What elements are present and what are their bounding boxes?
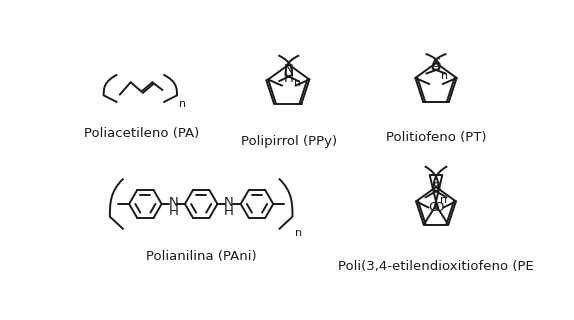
Text: S: S (432, 57, 440, 69)
Text: S: S (432, 180, 440, 194)
Text: H: H (168, 205, 178, 218)
Text: N: N (168, 196, 178, 209)
Text: n: n (294, 78, 301, 88)
Text: H: H (284, 72, 294, 85)
Text: Poliacetileno (PA): Poliacetileno (PA) (84, 127, 199, 140)
Text: H: H (224, 205, 234, 218)
Text: N: N (284, 63, 294, 76)
Text: Politiofeno (PT): Politiofeno (PT) (386, 131, 486, 144)
Text: O: O (433, 201, 444, 214)
Text: n: n (441, 71, 448, 81)
Text: Polianilina (PAni): Polianilina (PAni) (146, 250, 257, 263)
Text: n: n (295, 228, 302, 238)
Text: Polipirrol (PPy): Polipirrol (PPy) (241, 135, 337, 148)
Text: n: n (440, 195, 447, 205)
Text: Poli(3,4-etilendioxitiofeno (PE: Poli(3,4-etilendioxitiofeno (PE (338, 260, 534, 273)
Text: O: O (428, 201, 439, 214)
Text: N: N (224, 196, 234, 209)
Text: n: n (179, 99, 186, 109)
